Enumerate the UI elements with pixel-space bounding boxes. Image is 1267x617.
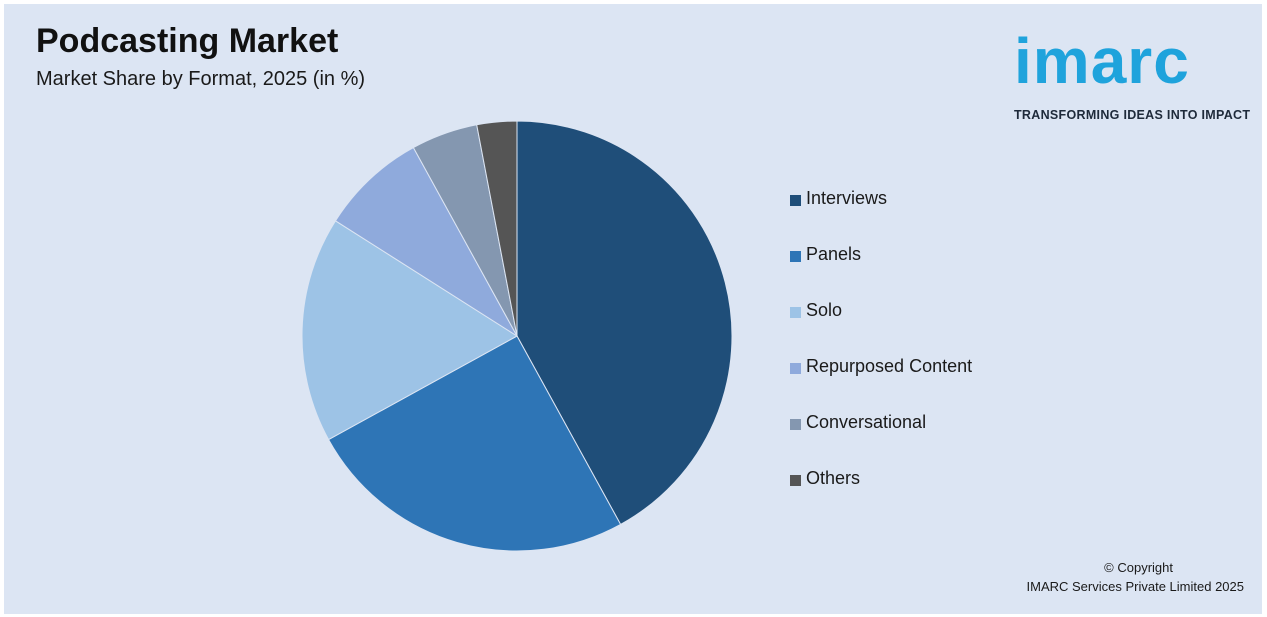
legend-item-conversational: Conversational: [790, 412, 972, 468]
logo-tagline: TRANSFORMING IDEAS INTO IMPACT: [1014, 108, 1251, 122]
chart-title: Podcasting Market: [36, 22, 339, 60]
pie-slice-panels: [327, 335, 622, 552]
legend-label: Interviews: [806, 188, 888, 208]
legend-label: Conversational: [806, 412, 927, 432]
pie-slice-interviews: [516, 120, 733, 526]
legend-swatch: [790, 475, 801, 486]
pie-chart: [301, 120, 733, 552]
legend-label: Solo: [806, 300, 843, 320]
legend-swatch: [790, 307, 801, 318]
legend-label: Repurposed Content: [806, 356, 973, 376]
chart-frame: Podcasting Market Market Share by Format…: [4, 4, 1262, 614]
legend-swatch: [790, 251, 801, 262]
legend-item-others: Others: [790, 468, 972, 524]
legend-item-panels: Panels: [790, 244, 972, 300]
pie-slice-solo: [301, 220, 518, 441]
legend-item-interviews: Interviews: [790, 188, 972, 244]
legend-swatch: [790, 419, 801, 430]
legend-label: Others: [806, 468, 861, 488]
chart-subtitle: Market Share by Format, 2025 (in %): [36, 68, 366, 90]
legend-swatch: [790, 363, 801, 374]
legend-item-repurposed-content: Repurposed Content: [790, 356, 972, 412]
copyright-line-2: IMARC Services Private Limited 2025: [1026, 579, 1244, 594]
legend-swatch: [790, 195, 801, 206]
logo-wordmark: imarc: [1014, 25, 1190, 97]
copyright-notice: © Copyright IMARC Services Private Limit…: [944, 558, 1244, 596]
pie-slice-others: [476, 120, 518, 337]
pie-slice-repurposed-content: [334, 146, 518, 337]
legend-item-solo: Solo: [790, 300, 972, 356]
legend-label: Panels: [806, 244, 862, 264]
imarc-logo: imarc TRANSFORMING IDEAS INTO IMPACT: [1008, 18, 1254, 128]
chart-legend: Interviews Panels Solo Repurposed Conten…: [790, 188, 972, 524]
copyright-line-1: © Copyright: [1104, 560, 1173, 575]
